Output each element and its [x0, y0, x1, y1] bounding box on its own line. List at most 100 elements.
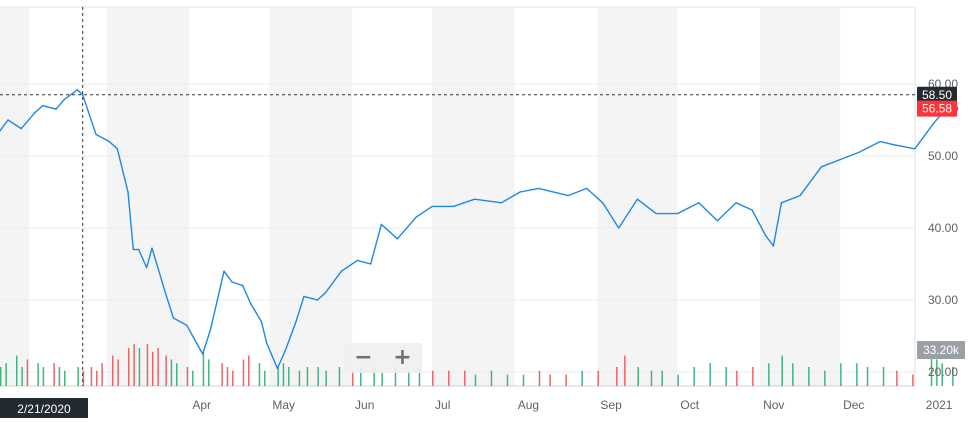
volume-bar — [282, 363, 285, 386]
volume-bar — [693, 367, 695, 386]
price-point — [33, 112, 36, 114]
x-tick-label: Oct — [680, 398, 699, 412]
price-point — [452, 205, 455, 208]
volume-bar — [42, 367, 45, 386]
price-point — [567, 194, 569, 197]
volume-bar — [202, 351, 205, 386]
price-point — [538, 187, 540, 190]
volume-bar — [325, 370, 327, 386]
price-point — [172, 317, 175, 319]
price-point — [474, 198, 476, 200]
price-series-line — [0, 89, 956, 370]
volume-bar — [170, 359, 173, 386]
price-point — [698, 202, 700, 204]
price-point — [185, 324, 188, 326]
volume-bar — [373, 367, 375, 386]
horizontal-gridlines — [0, 83, 915, 373]
y-tick-label: 20.00 — [928, 365, 958, 379]
x-tick-label: 2021 — [926, 398, 953, 412]
volume-bars — [0, 344, 954, 386]
volume-bar — [53, 363, 55, 386]
price-point — [164, 292, 167, 294]
volume-bar — [840, 363, 842, 386]
volume-bar — [808, 367, 810, 386]
volume-bar — [866, 367, 869, 386]
price-point — [879, 140, 881, 143]
price-point — [895, 144, 897, 146]
price-point — [618, 227, 620, 229]
x-axis-ticks: Apr May Jun Jul Aug Sep Oct Nov Dec 2021 — [192, 398, 952, 412]
volume-bar — [242, 359, 245, 386]
volume-bar — [394, 367, 397, 386]
volume-bar — [736, 370, 738, 386]
volume-bar — [298, 370, 301, 386]
volume-bar — [0, 367, 2, 386]
volume-bar — [101, 363, 103, 386]
volume-bar — [781, 355, 783, 386]
price-point — [41, 104, 44, 107]
price-point — [676, 212, 679, 215]
price-point — [751, 209, 753, 211]
volume-bar — [82, 370, 85, 386]
month-band — [760, 7, 841, 386]
volume-bar — [16, 355, 18, 386]
volume-bar — [661, 370, 663, 386]
volume-bar — [26, 359, 29, 386]
volume-bar — [474, 374, 477, 386]
crosshair-date-badge — [0, 398, 88, 418]
volume-bar — [64, 370, 66, 386]
volume-bar — [490, 370, 493, 386]
volume-bar — [432, 370, 434, 386]
volume-bar — [248, 355, 250, 386]
volume-bar — [37, 363, 39, 386]
x-tick-label: Jun — [355, 398, 374, 412]
volume-bar — [21, 367, 23, 386]
price-point — [764, 234, 767, 236]
volume-label: 33.20k — [923, 343, 960, 357]
price-point — [370, 263, 372, 265]
volume-bar — [616, 367, 618, 386]
price-point — [519, 191, 521, 193]
volume-bar — [896, 370, 898, 386]
price-point — [108, 140, 111, 143]
month-bands — [0, 6, 916, 387]
volume-bar — [581, 370, 583, 386]
price-point — [295, 320, 297, 323]
month-band — [269, 7, 353, 386]
volume-bar — [650, 370, 653, 386]
volume-bar — [538, 370, 541, 386]
price-point — [500, 202, 503, 204]
price-point — [209, 328, 212, 330]
volume-bar — [306, 367, 309, 386]
volume-bar — [360, 367, 362, 386]
x-tick-label: Aug — [518, 398, 539, 412]
zoom-in-button[interactable]: + — [393, 345, 412, 370]
volume-bar — [637, 367, 639, 386]
volume-bar — [952, 367, 954, 386]
price-point — [284, 349, 287, 352]
volume-bar — [768, 363, 770, 386]
volume-bar — [77, 367, 79, 386]
volume-bar — [157, 348, 159, 386]
volume-bar — [232, 370, 234, 386]
price-point — [249, 302, 252, 305]
volume-bar — [165, 355, 167, 386]
price-point — [932, 122, 935, 125]
volume-bar — [90, 367, 93, 386]
price-point — [76, 89, 79, 91]
price-point — [780, 202, 783, 204]
price-point — [772, 245, 775, 247]
zoom-out-button[interactable]: − — [354, 345, 373, 370]
volume-bar — [381, 370, 383, 386]
volume-bar — [208, 359, 210, 386]
x-tick-label: Jul — [435, 398, 450, 412]
volume-bar — [112, 355, 114, 386]
volume-bar — [226, 367, 229, 386]
y-tick-label: 30.00 — [928, 293, 958, 307]
volume-bar — [936, 359, 938, 386]
volume-bar — [824, 370, 826, 386]
price-point — [137, 248, 140, 251]
